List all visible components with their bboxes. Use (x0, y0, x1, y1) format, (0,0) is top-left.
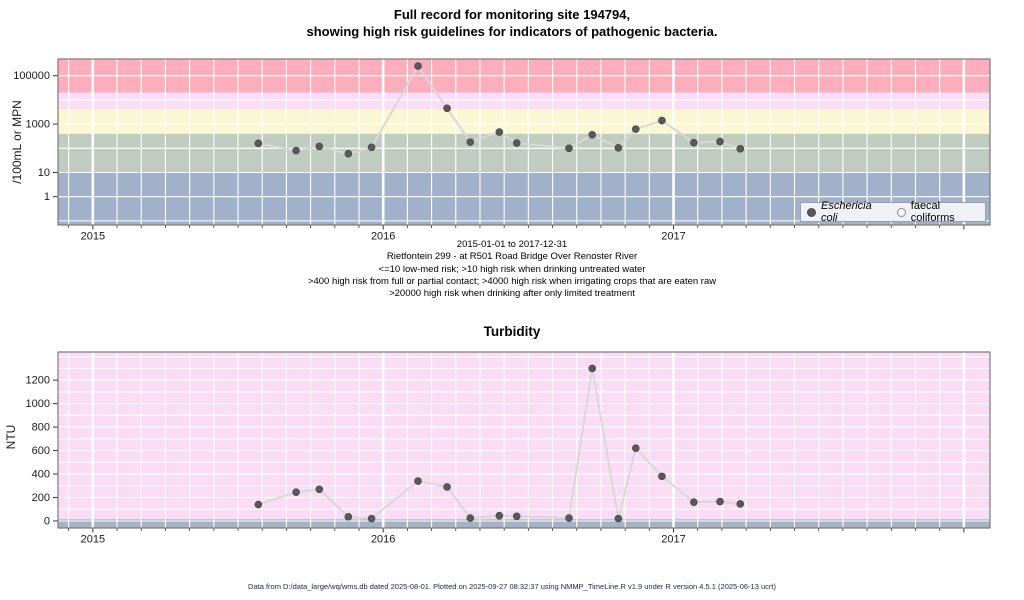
svg-text:2017: 2017 (661, 534, 685, 546)
faecal-coliforms-marker-icon (896, 207, 906, 217)
svg-text:2016: 2016 (371, 534, 395, 546)
caption-date-range: 2015-01-01 to 2017-12-31 (456, 239, 568, 250)
svg-text:2016: 2016 (371, 231, 395, 243)
svg-text:0: 0 (44, 515, 50, 527)
svg-text:100000: 100000 (13, 70, 50, 82)
svg-text:400: 400 (32, 469, 50, 481)
chart-title: Full record for monitoring site 194794, … (12, 7, 1012, 40)
legend: Eschericia coli faecal coliforms (800, 200, 986, 224)
svg-text:2015: 2015 (81, 534, 105, 546)
legend-ecoli-label: Eschericia coli (821, 200, 872, 224)
svg-text:200: 200 (32, 492, 50, 504)
svg-text:1: 1 (44, 191, 50, 203)
legend-faecal-label: faecal coliforms (910, 200, 955, 224)
footer-note: Data from D:/data_large/wq/wms.db dated … (248, 582, 776, 591)
svg-text:2017: 2017 (661, 231, 685, 243)
turbidity-title: Turbidity (483, 324, 541, 339)
caption-guideline-1: <=10 low-med risk; >10 high risk when dr… (378, 263, 646, 275)
svg-text:1200: 1200 (26, 375, 50, 387)
svg-text:2015: 2015 (81, 231, 105, 243)
bacteria-captions: 2015-01-01 to 2017-12-31 Rietfontein 299… (12, 239, 1012, 300)
chart-title-line1: Full record for monitoring site 194794, (393, 7, 631, 22)
svg-text:800: 800 (32, 422, 50, 434)
svg-text:10: 10 (38, 167, 50, 179)
turbidity-y-axis-label: NTU (4, 424, 18, 450)
svg-text:1000: 1000 (26, 398, 50, 410)
caption-site-name: Rietfontein 299 - at R501 Road Bridge Ov… (386, 251, 638, 263)
svg-text:600: 600 (32, 445, 50, 457)
caption-guideline-3: >20000 high risk when drinking after onl… (389, 288, 635, 300)
chart-title-line2: showing high risk guidelines for indicat… (306, 23, 718, 39)
bacteria-y-axis-label: /100mL or MPN (10, 100, 24, 184)
ecoli-marker-icon (807, 207, 816, 217)
caption-guideline-2: >400 high risk from full or partial cont… (307, 275, 717, 287)
svg-text:1000: 1000 (26, 119, 50, 131)
